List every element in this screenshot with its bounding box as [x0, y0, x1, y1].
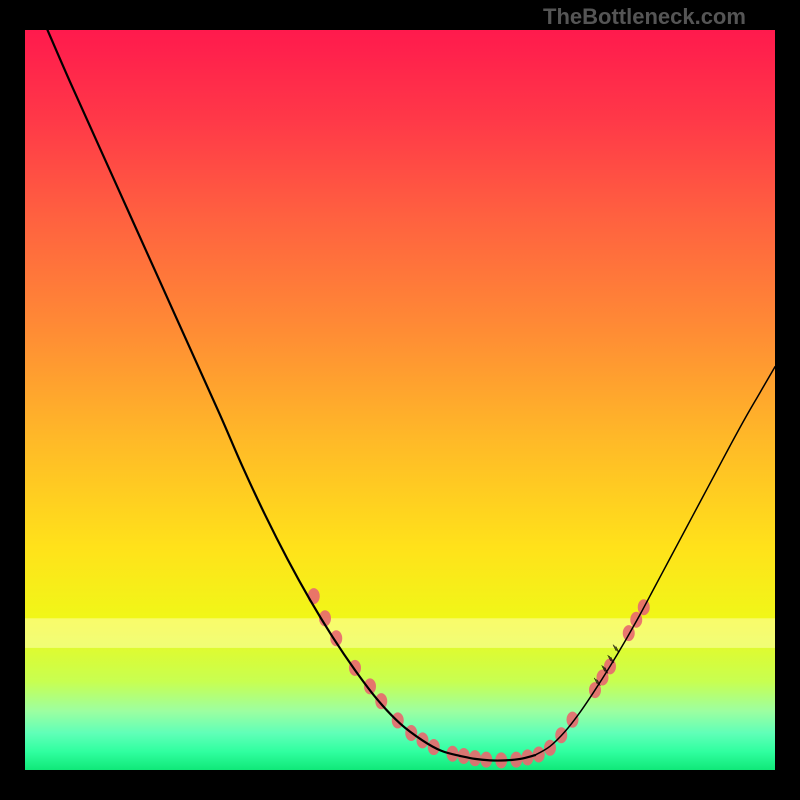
gradient-background: [25, 30, 775, 770]
watermark-text: TheBottleneck.com: [543, 4, 746, 30]
chart-svg: [25, 30, 775, 770]
plot-area: [25, 30, 775, 770]
scatter-marker: [375, 693, 387, 709]
scatter-marker: [308, 588, 320, 604]
pale-band: [25, 618, 775, 648]
scatter-marker: [567, 712, 579, 728]
